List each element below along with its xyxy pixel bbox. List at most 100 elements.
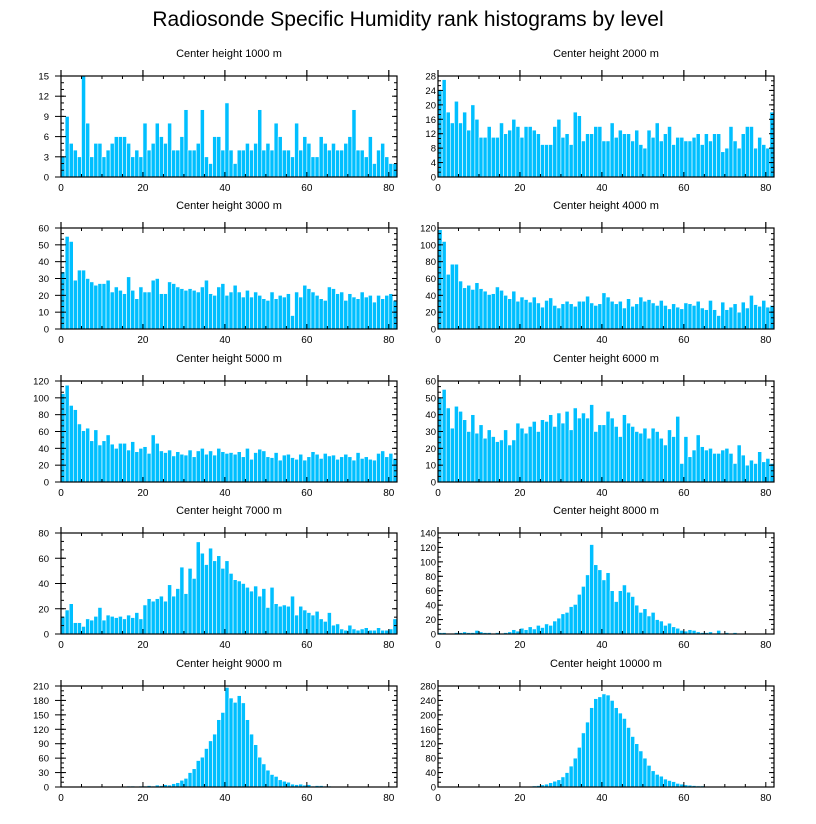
histogram-bar [89,619,95,635]
histogram-bar [626,591,631,635]
histogram-bar [585,133,590,178]
histogram-bar [175,782,181,788]
histogram-bar [343,453,349,483]
histogram-bar [286,781,291,788]
histogram-bar [658,620,664,635]
histogram-bar [183,289,189,330]
histogram-bar [605,296,611,330]
histogram-bar [195,541,201,635]
histogram-bar [245,143,250,178]
y-tick-label: 40 [425,768,436,779]
y-tick-label: 30 [425,427,436,438]
histogram-bar [638,750,644,788]
histogram-panel-3: Center height 3000 m 0 20 40 60 80 0 10 20 30 40 50… [38,200,398,346]
histogram-bar [109,616,115,635]
histogram-bar [613,303,619,330]
histogram-panel-5: Center height 5000 m 0 20 40 60 80 0 20 40 60 80 10… [33,353,398,499]
histogram-bar [605,410,611,483]
histogram-panel-6: Center height 6000 m 0 20 40 60 80 0 10 20 30 40 50… [425,353,775,499]
histogram-bar [331,624,336,635]
histogram-bar [626,133,631,178]
y-tick-label: 120 [420,739,436,750]
histogram-bar [654,619,660,635]
histogram-bar [663,625,668,635]
y-tick-label: 0 [431,478,436,489]
histogram-bar [118,442,123,483]
histogram-bar [445,273,451,330]
histogram-bar [601,140,607,178]
histogram-bar [667,622,672,635]
histogram-bar [482,137,488,178]
histogram-bar [642,300,648,330]
histogram-bar [691,305,697,330]
histogram-bar [626,422,631,483]
histogram-bar [130,156,136,178]
histogram-bar [216,286,222,330]
histogram-bar [622,133,627,178]
histogram-bar [269,774,275,788]
histogram-bar [560,613,566,635]
x-tick-label: 80 [383,183,395,194]
histogram-bar [220,283,226,330]
y-tick-label: 0 [431,325,436,336]
panel-title: Center height 6000 m [553,353,659,365]
histogram-bar [531,628,537,635]
histogram-bar [507,298,513,330]
histogram-bar [617,129,623,178]
histogram-bar [212,295,218,330]
histogram-bar [589,544,595,635]
x-tick-label: 20 [514,640,526,651]
histogram-bar [77,622,82,635]
x-tick-label: 20 [514,183,526,194]
y-tick-label: 40 [425,291,436,302]
histogram-bar [675,627,681,635]
histogram-bar [568,765,574,788]
y-tick-label: 15 [38,72,49,83]
histogram-bar [339,291,345,330]
histogram-bar [220,568,226,635]
histogram-bar [577,115,582,178]
x-tick-label: 0 [58,183,64,194]
histogram-bar [318,458,324,483]
histogram-bar [265,300,271,330]
histogram-bar [85,427,90,483]
histogram-bar [458,122,463,178]
y-tick-label: 150 [33,710,49,721]
histogram-bar [687,140,693,178]
histogram-bar [187,449,193,483]
histogram-bar [630,736,635,788]
histogram-bar [257,595,263,635]
panel-title: Center height 4000 m [553,200,659,212]
histogram-bar [253,585,258,635]
y-tick-label: 80 [38,410,49,421]
y-tick-label: 60 [425,377,436,388]
histogram-bar [449,122,455,178]
histogram-bar [146,453,152,483]
histogram-bar [597,303,603,330]
histogram-bar [154,598,160,635]
histogram-bar [200,286,205,330]
y-tick-label: 0 [44,325,49,336]
histogram-bar [654,774,660,788]
histogram-bar [564,133,570,178]
x-tick-label: 0 [435,488,441,499]
y-tick-label: 60 [38,224,49,235]
histogram-bar [675,137,681,178]
histogram-bar [281,296,287,330]
histogram-bar [224,560,230,635]
histogram-bar [581,732,586,788]
histogram-bar [646,437,652,483]
histogram-bar [490,293,496,330]
histogram-bar [507,444,513,483]
histogram-bar [474,118,480,178]
histogram-bar [249,458,254,483]
y-tick-label: 50 [38,240,49,251]
histogram-bar [216,719,222,788]
histogram-bar [753,463,758,483]
histogram-bar [613,601,619,635]
histogram-bar [72,279,78,330]
histogram-bar [679,308,685,330]
histogram-bar [240,583,246,635]
histogram-bar [658,140,664,178]
